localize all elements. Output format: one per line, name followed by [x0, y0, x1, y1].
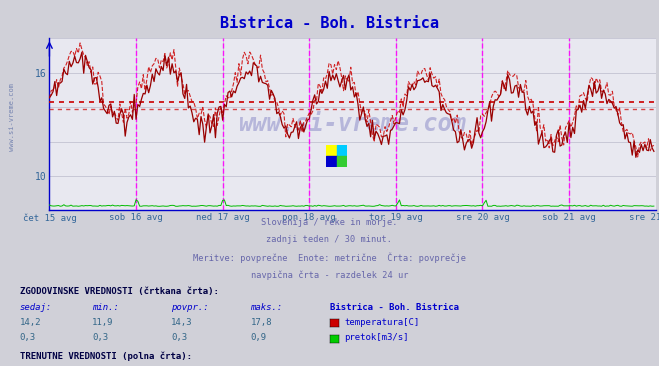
Text: 0,3: 0,3: [171, 333, 187, 343]
Bar: [326, 145, 337, 156]
Text: Meritve: povprečne  Enote: metrične  Črta: povprečje: Meritve: povprečne Enote: metrične Črta:…: [193, 253, 466, 264]
Text: 17,8: 17,8: [250, 318, 272, 327]
Text: 0,9: 0,9: [250, 333, 266, 343]
Text: 0,3: 0,3: [20, 333, 36, 343]
Text: zadnji teden / 30 minut.: zadnji teden / 30 minut.: [266, 235, 393, 244]
Text: temperatura[C]: temperatura[C]: [344, 318, 419, 327]
Text: Slovenija / reke in morje.: Slovenija / reke in morje.: [261, 218, 398, 227]
Text: Bistrica - Boh. Bistrica: Bistrica - Boh. Bistrica: [330, 303, 459, 312]
Text: maks.:: maks.:: [250, 303, 283, 312]
Text: www.si-vreme.com: www.si-vreme.com: [9, 83, 15, 151]
Text: 11,9: 11,9: [92, 318, 114, 327]
Text: 14,3: 14,3: [171, 318, 193, 327]
Text: 14,2: 14,2: [20, 318, 42, 327]
Text: pretok[m3/s]: pretok[m3/s]: [344, 333, 409, 343]
Text: www.si-vreme.com: www.si-vreme.com: [239, 112, 467, 137]
Text: sedaj:: sedaj:: [20, 303, 52, 312]
Bar: [337, 156, 347, 167]
Text: min.:: min.:: [92, 303, 119, 312]
Bar: [326, 156, 337, 167]
Bar: [337, 145, 347, 156]
Text: TRENUTNE VREDNOSTI (polna črta):: TRENUTNE VREDNOSTI (polna črta):: [20, 352, 192, 361]
Text: Bistrica - Boh. Bistrica: Bistrica - Boh. Bistrica: [220, 16, 439, 31]
Text: navpična črta - razdelek 24 ur: navpična črta - razdelek 24 ur: [251, 270, 408, 280]
Text: ZGODOVINSKE VREDNOSTI (črtkana črta):: ZGODOVINSKE VREDNOSTI (črtkana črta):: [20, 287, 219, 296]
Text: povpr.:: povpr.:: [171, 303, 209, 312]
Text: 0,3: 0,3: [92, 333, 108, 343]
